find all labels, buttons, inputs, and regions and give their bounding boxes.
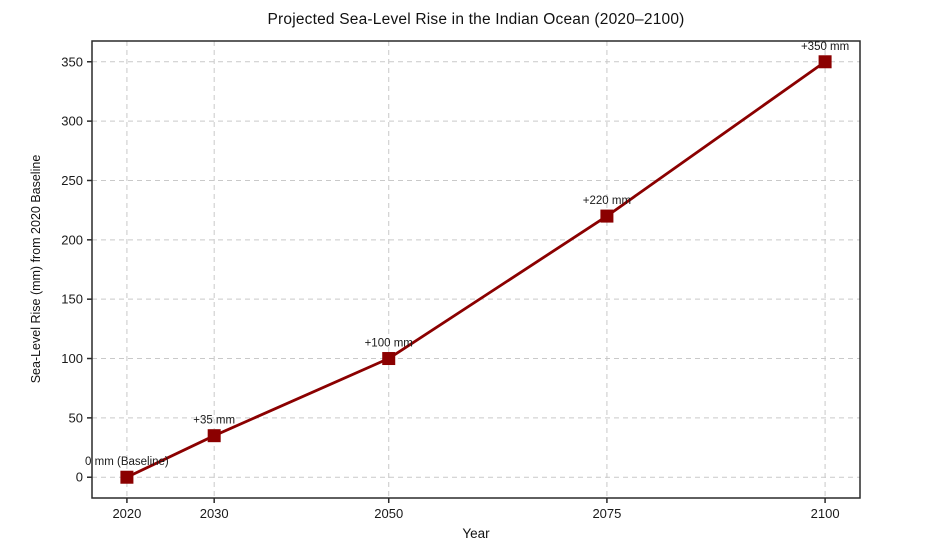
y-tick-label: 250	[61, 173, 83, 188]
y-tick-label: 350	[61, 54, 83, 69]
data-point-marker	[382, 352, 396, 366]
plot-border	[91, 40, 861, 499]
data-point-marker	[600, 209, 614, 223]
data-point-marker	[818, 55, 832, 69]
y-tick-label: 300	[61, 114, 83, 129]
point-annotation: +35 mm	[193, 415, 235, 427]
x-axis-label: Year	[462, 526, 490, 541]
y-tick-label: 50	[69, 410, 83, 425]
x-tick-label: 2030	[200, 506, 229, 521]
x-tick-label: 2100	[811, 506, 840, 521]
chart-title: Projected Sea-Level Rise in the Indian O…	[267, 11, 685, 28]
point-annotation: +100 mm	[365, 338, 413, 350]
y-axis-label: Sea-Level Rise (mm) from 2020 Baseline	[29, 154, 43, 384]
x-tick-label: 2020	[112, 506, 141, 521]
point-annotation: 0 mm (Baseline)	[85, 456, 169, 468]
x-tick-label: 2050	[374, 506, 403, 521]
data-point-marker	[207, 429, 221, 443]
y-tick-label: 100	[61, 351, 83, 366]
y-tick-label: 150	[61, 292, 83, 307]
point-annotation: +220 mm	[583, 195, 631, 207]
data-point-marker	[120, 470, 134, 484]
x-tick-label: 2075	[592, 506, 621, 521]
point-annotation: +350 mm	[801, 41, 849, 53]
y-tick-label: 0	[76, 470, 83, 485]
y-tick-label: 200	[61, 232, 83, 247]
